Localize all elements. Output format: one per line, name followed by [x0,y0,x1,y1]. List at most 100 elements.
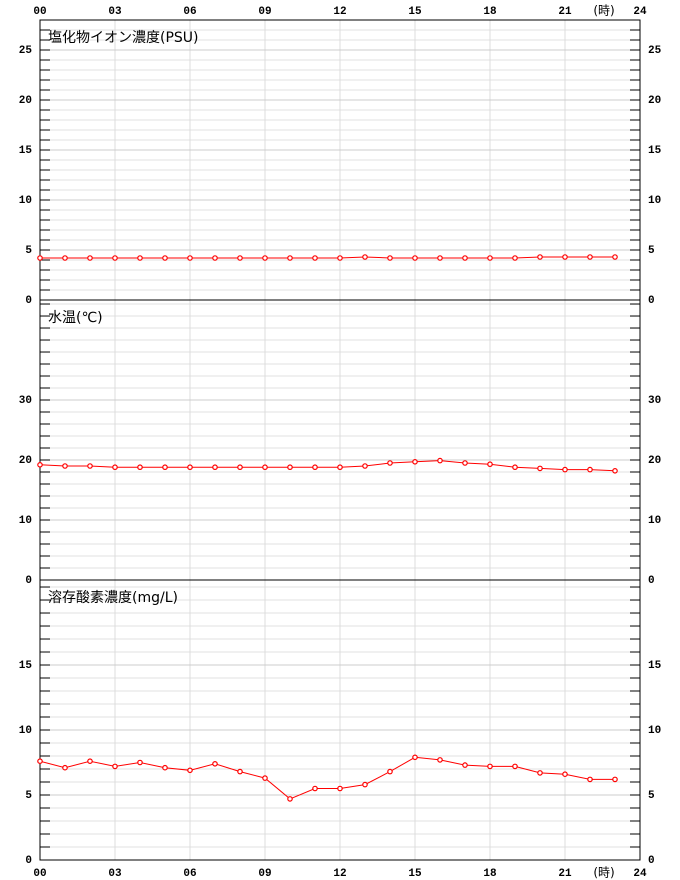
data-point [87,255,93,261]
data-point [587,254,593,260]
data-point [562,466,568,473]
data-point [587,776,593,783]
x-tick-label: 00 [33,6,46,18]
data-point [112,464,118,471]
y-tick-label-right: 5 [648,790,655,802]
data-point [37,255,43,261]
panel-title: 水温(℃) [48,310,103,326]
x-tick-label: 24 [633,868,647,880]
y-tick-label-right: 20 [648,455,661,467]
y-tick-label: 20 [19,95,32,107]
data-point [262,775,268,781]
data-point [287,796,293,802]
data-point [187,464,193,471]
data-line [39,460,616,472]
y-tick-label: 15 [19,660,33,672]
data-point [487,461,493,468]
x-tick-label: 15 [408,6,422,18]
data-point [87,758,93,765]
data-point [487,763,493,770]
data-point [37,758,43,765]
data-point [137,464,143,471]
x-tick-label: 18 [483,6,497,18]
y-tick-label: 15 [19,145,33,157]
data-point [562,254,568,260]
data-point [362,781,368,788]
data-point [562,771,568,778]
data-line [39,756,615,800]
data-point [162,764,168,771]
data-point [312,255,318,261]
data-point [162,255,168,261]
x-tick-label: 18 [483,868,497,880]
data-point [412,459,418,465]
data-point [337,464,343,471]
data-point [237,768,243,775]
data-point [387,255,393,261]
y-tick-label: 10 [19,725,32,737]
data-point [87,463,93,469]
panel-frame [39,579,641,861]
data-point [437,255,443,261]
data-point [262,464,268,471]
data-point [612,254,618,260]
x-tick-label: 12 [333,6,346,18]
data-point [112,255,118,261]
x-tick-label: 21 [558,6,572,18]
data-point [37,462,43,468]
data-point [437,757,443,763]
data-point [612,776,618,783]
data-point [462,762,468,768]
y-tick-label: 10 [19,195,32,207]
data-point [537,770,543,776]
y-tick-label-right: 5 [648,245,655,257]
y-tick-label: 25 [19,45,33,57]
y-tick-label: 30 [19,395,32,407]
y-tick-label: 5 [25,245,32,257]
y-tick-label: 0 [25,575,32,587]
data-point [362,463,368,469]
y-tick-label-right: 30 [648,395,661,407]
data-line [40,256,615,259]
panel-title: 塩化物イオン濃度(PSU) [48,30,199,46]
data-point [312,785,318,792]
y-tick-label-right: 10 [648,515,661,527]
x-tick-label: 06 [183,6,196,18]
data-point [537,254,543,260]
data-point [137,759,143,766]
y-tick-label-right: 15 [648,660,662,672]
y-tick-label: 0 [25,295,32,307]
x-tick-label: 09 [258,6,271,18]
data-point [62,463,68,469]
data-point [537,465,543,472]
data-point [337,785,343,792]
data-point [312,464,318,471]
data-point [237,255,243,261]
data-point [137,255,143,261]
data-point [387,768,393,775]
y-tick-label: 10 [19,515,32,527]
x-axis-unit: (時) [593,4,614,18]
data-point [437,457,443,464]
x-tick-label: 09 [258,868,271,880]
data-point [487,255,493,261]
data-point [587,466,593,473]
data-point [512,464,518,471]
x-tick-label: 12 [333,868,346,880]
data-point [212,255,218,261]
x-tick-label: 06 [183,868,196,880]
y-tick-label-right: 0 [648,855,655,867]
data-point [62,255,68,261]
data-point [512,255,518,261]
y-tick-label-right: 10 [648,195,661,207]
y-tick-label-right: 20 [648,95,661,107]
data-point [262,255,268,261]
data-point [112,763,118,770]
y-tick-label-right: 25 [648,45,662,57]
data-point [412,255,418,261]
y-tick-label-right: 0 [648,295,655,307]
data-point [337,255,343,261]
y-tick-label-right: 10 [648,725,661,737]
